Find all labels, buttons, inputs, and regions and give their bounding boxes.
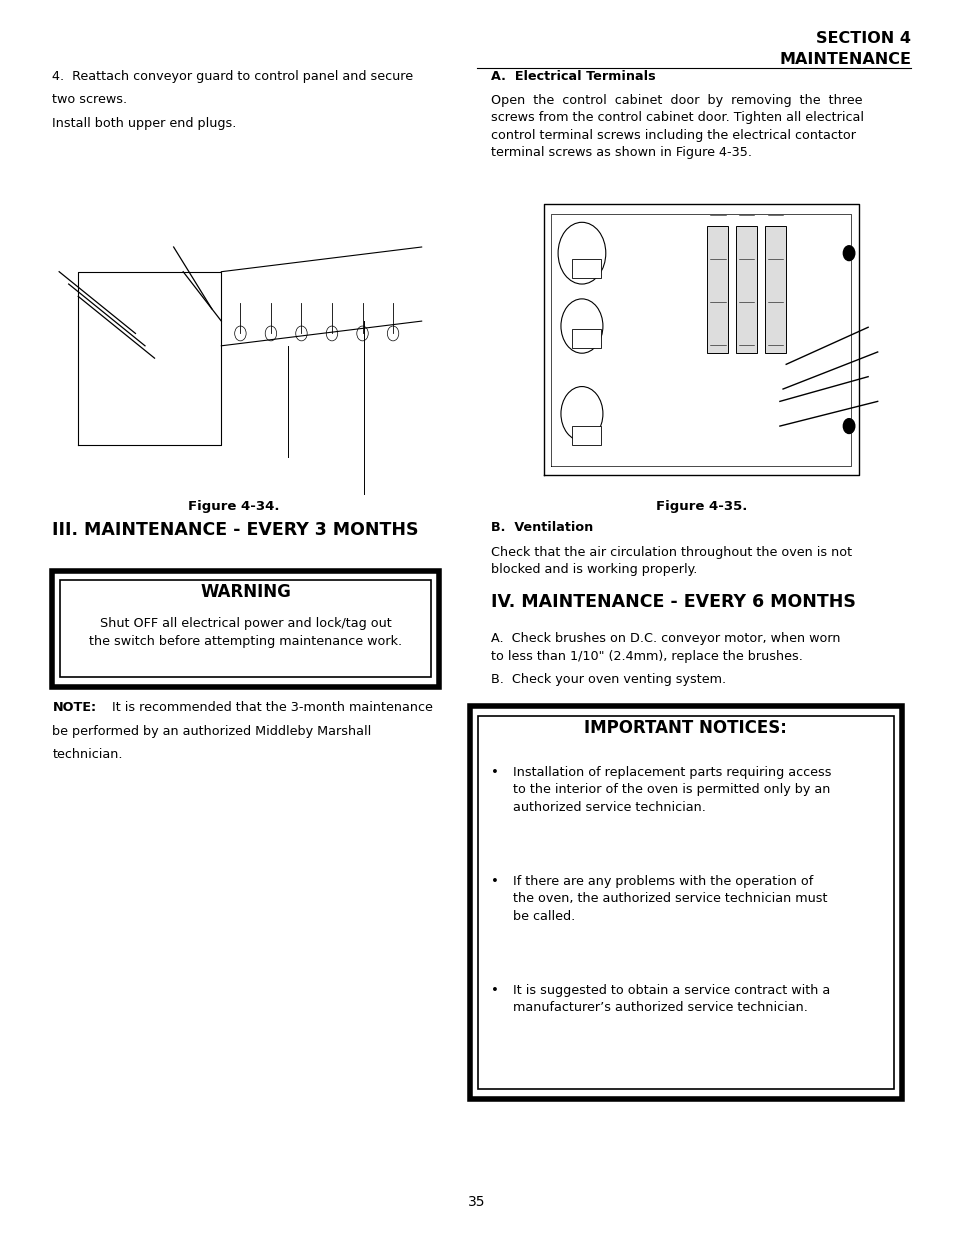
Text: Install both upper end plugs.: Install both upper end plugs. [52,117,236,131]
Text: WARNING: WARNING [200,583,291,601]
Bar [477,716,893,1089]
Text: It is recommended that the 3-month maintenance: It is recommended that the 3-month maint… [112,701,432,715]
Bar [572,259,600,278]
Text: two screws.: two screws. [52,93,128,106]
Bar [60,580,431,677]
Text: It is suggested to obtain a service contract with a
manufacturer’s authorized se: It is suggested to obtain a service cont… [513,984,830,1014]
Circle shape [842,419,854,433]
Text: Figure 4-34.: Figure 4-34. [188,500,279,514]
Bar [52,571,438,687]
Bar [572,426,600,445]
Text: Open  the  control  cabinet  door  by  removing  the  three
screws from the cont: Open the control cabinet door by removin… [491,94,863,159]
Text: •: • [491,874,498,888]
Bar [470,706,901,1099]
Bar [764,226,785,353]
Bar [534,191,877,488]
Text: technician.: technician. [52,748,123,762]
Text: Installation of replacement parts requiring access
to the interior of the oven i: Installation of replacement parts requir… [513,766,831,814]
Text: NOTE:: NOTE: [52,701,96,715]
Text: •: • [491,766,498,779]
Bar [50,179,455,494]
Text: Check that the air circulation throughout the oven is not
blocked and is working: Check that the air circulation throughou… [491,546,852,577]
Text: A.  Electrical Terminals: A. Electrical Terminals [491,70,656,84]
Text: B.  Check your oven venting system.: B. Check your oven venting system. [491,673,725,687]
Text: Shut OFF all electrical power and lock/tag out
the switch before attempting main: Shut OFF all electrical power and lock/t… [89,618,402,648]
Text: 35: 35 [468,1195,485,1209]
Text: •: • [491,984,498,997]
Text: Figure 4-35.: Figure 4-35. [655,500,746,514]
Text: SECTION 4: SECTION 4 [815,31,910,46]
Bar [572,330,600,348]
Text: If there are any problems with the operation of
the oven, the authorized service: If there are any problems with the opera… [513,874,827,923]
Text: B.  Ventilation: B. Ventilation [491,521,593,535]
Bar [736,226,757,353]
Bar [707,226,728,353]
Text: IV. MAINTENANCE - EVERY 6 MONTHS: IV. MAINTENANCE - EVERY 6 MONTHS [491,593,855,611]
Text: IMPORTANT NOTICES:: IMPORTANT NOTICES: [584,719,786,737]
Text: III. MAINTENANCE - EVERY 3 MONTHS: III. MAINTENANCE - EVERY 3 MONTHS [52,521,418,540]
Text: 4.  Reattach conveyor guard to control panel and secure: 4. Reattach conveyor guard to control pa… [52,70,414,84]
Text: MAINTENANCE: MAINTENANCE [779,52,910,67]
Circle shape [842,246,854,261]
Text: A.  Check brushes on D.C. conveyor motor, when worn
to less than 1/10" (2.4mm), : A. Check brushes on D.C. conveyor motor,… [491,632,840,663]
Text: be performed by an authorized Middleby Marshall: be performed by an authorized Middleby M… [52,725,372,739]
